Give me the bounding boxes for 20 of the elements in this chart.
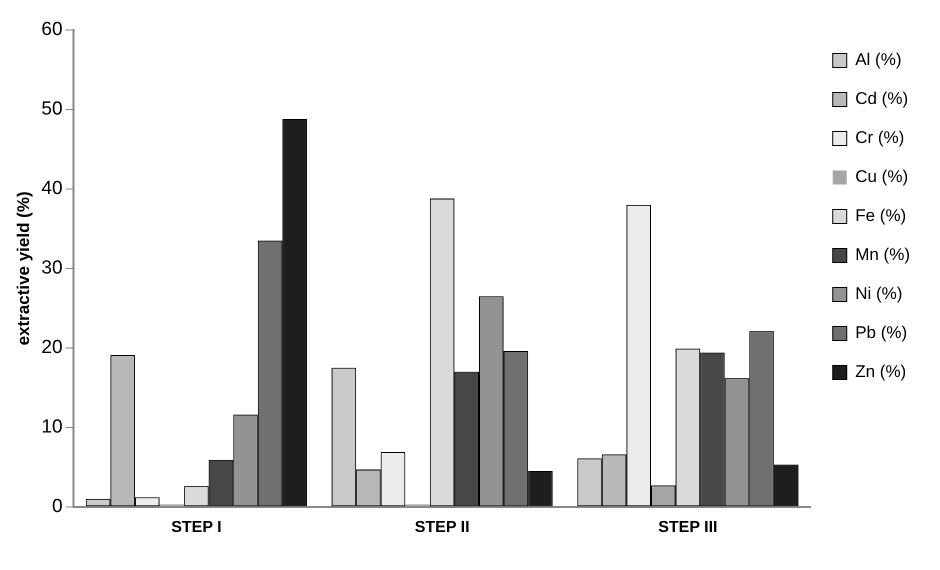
legend-label: Zn (%)	[855, 362, 906, 382]
y-tick-label: 60	[41, 19, 63, 40]
legend-label: Cd (%)	[855, 89, 908, 108]
legend-label: Pb (%)	[855, 323, 908, 342]
x-tick-label: STEP II	[414, 518, 470, 536]
y-axis-title: extractive yield (%)	[14, 191, 33, 346]
x-tick-label: STEP III	[658, 518, 718, 536]
legend-label: Cr (%)	[855, 128, 904, 148]
legend-label: Ni (%)	[855, 284, 902, 304]
y-tick-label: 0	[52, 496, 63, 518]
legend-label: Mn (%)	[855, 245, 910, 264]
y-tick-label: 10	[41, 416, 63, 438]
legend-label: Al (%)	[855, 50, 902, 70]
y-tick-label: 30	[41, 258, 63, 279]
y-tick-label: 50	[41, 98, 63, 120]
legend-label: Fe (%)	[855, 206, 906, 226]
y-tick-label: 40	[41, 178, 63, 200]
x-tick-label: STEP I	[171, 518, 222, 536]
y-tick-label: 20	[41, 337, 63, 358]
legend-label: Cu (%)	[855, 167, 908, 186]
